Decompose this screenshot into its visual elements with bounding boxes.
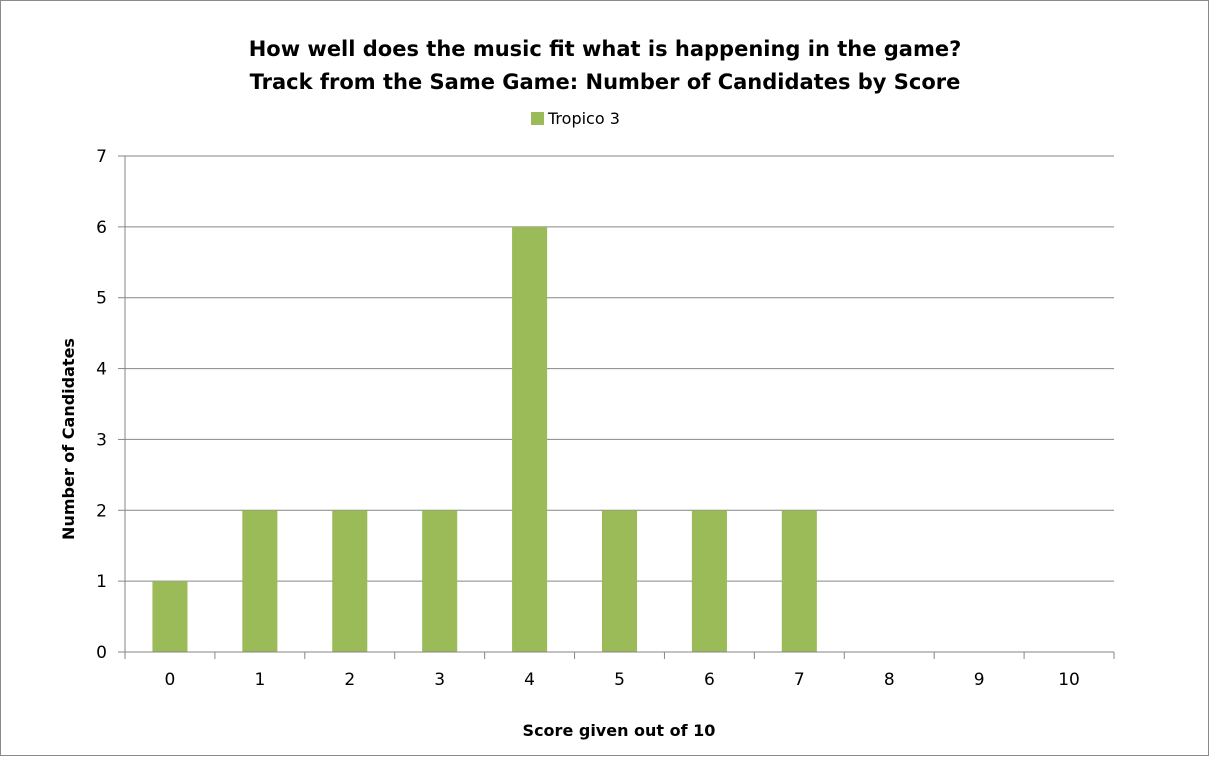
- x-tick-label: 8: [884, 670, 895, 690]
- y-tick-label: 7: [96, 147, 107, 167]
- legend-swatch: [531, 112, 544, 125]
- y-tick-label: 3: [96, 430, 107, 450]
- bar: [152, 581, 188, 652]
- y-tick-label: 1: [96, 572, 107, 592]
- x-tick-label: 3: [434, 670, 445, 690]
- bar: [512, 226, 548, 652]
- bar: [781, 510, 817, 652]
- x-tick-label: 0: [165, 670, 176, 690]
- chart-title: How well does the music fit what is happ…: [249, 37, 962, 61]
- gridlines: [125, 155, 1114, 582]
- bar: [422, 510, 458, 652]
- x-tick-label: 2: [344, 670, 355, 690]
- x-tick-label: 1: [254, 670, 265, 690]
- x-tick-label: 6: [704, 670, 715, 690]
- y-axis-title: Number of Candidates: [59, 338, 78, 540]
- x-tick-label: 9: [974, 670, 985, 690]
- bars: [152, 226, 817, 652]
- bar: [332, 510, 368, 652]
- x-axis-title: Score given out of 10: [523, 721, 716, 740]
- x-tick-labels: 0 1 2 3 4 5 6 7 8 9 10: [165, 670, 1080, 690]
- y-tick-label: 5: [96, 289, 107, 309]
- axes: [118, 155, 1115, 659]
- bar: [601, 510, 638, 652]
- legend-label: Tropico 3: [547, 109, 620, 128]
- x-tick-label: 5: [614, 670, 625, 690]
- x-tick-label: 4: [524, 670, 535, 690]
- y-tick-label: 4: [96, 360, 107, 380]
- y-tick-labels: 0 1 2 3 4 5 6 7: [96, 147, 107, 663]
- y-tick-label: 6: [96, 218, 107, 238]
- x-tick-label: 7: [794, 670, 805, 690]
- y-tick-label: 2: [96, 501, 107, 521]
- x-tick-label: 10: [1058, 670, 1080, 690]
- bar: [691, 510, 727, 652]
- y-tick-label: 0: [96, 643, 107, 663]
- bar: [242, 510, 278, 652]
- legend: Tropico 3: [531, 109, 620, 128]
- chart-subtitle: Track from the Same Game: Number of Cand…: [250, 70, 961, 94]
